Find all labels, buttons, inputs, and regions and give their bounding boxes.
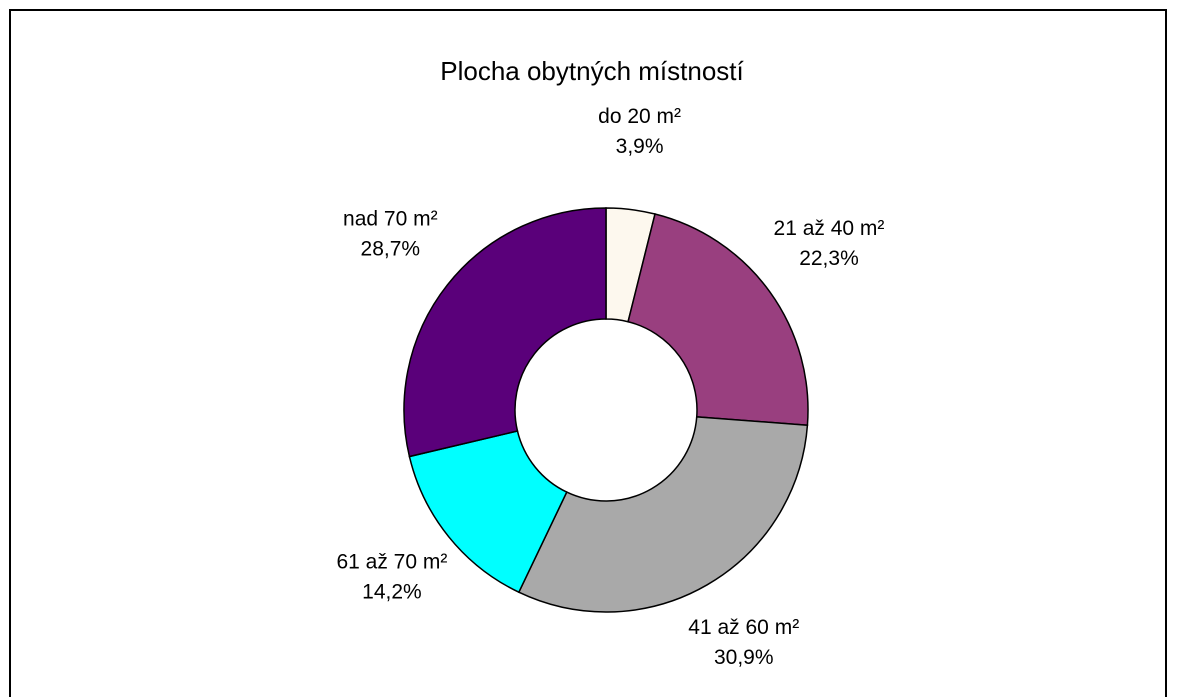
donut-slice <box>627 213 809 427</box>
value-label: 3,9% <box>616 135 664 158</box>
category-label: nad 70 m² <box>343 207 438 230</box>
value-label: 28,7% <box>361 237 421 260</box>
slice-label: 61 až 70 m² 14,2% <box>336 551 447 604</box>
slice-label: nad 70 m² 28,7% <box>343 207 438 260</box>
value-label: 30,9% <box>714 646 774 669</box>
donut-slice <box>403 207 607 458</box>
category-label: 41 až 60 m² <box>688 616 799 639</box>
value-label: 14,2% <box>362 581 422 604</box>
donut-slice <box>517 416 809 613</box>
slice-label: do 20 m² 3,9% <box>598 105 681 158</box>
value-label: 22,3% <box>799 247 859 270</box>
slice-label: 21 až 40 m² 22,3% <box>774 217 885 270</box>
donut-slice <box>408 430 568 594</box>
category-label: 21 až 40 m² <box>774 217 885 240</box>
category-label: 61 až 70 m² <box>336 551 447 574</box>
category-label: do 20 m² <box>598 105 681 128</box>
slice-label: 41 až 60 m² 30,9% <box>688 616 799 669</box>
chart-title: Plocha obytných místností <box>440 56 744 86</box>
